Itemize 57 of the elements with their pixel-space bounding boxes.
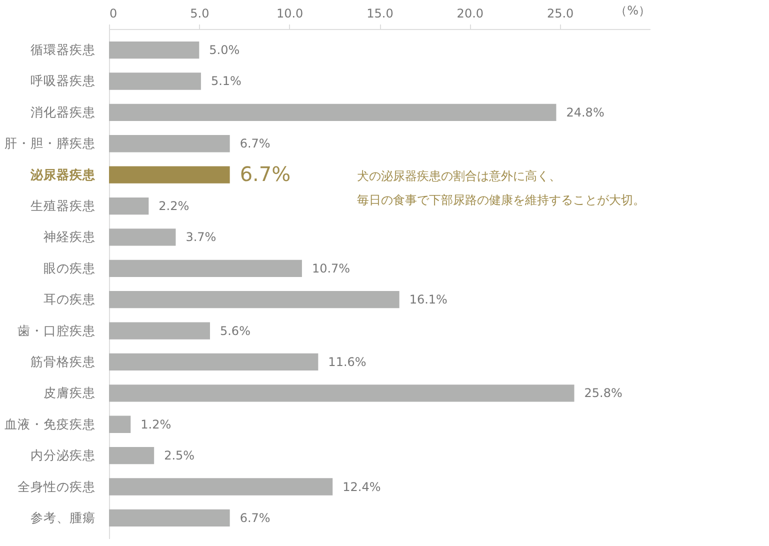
bar [109, 478, 333, 496]
bar [109, 416, 131, 433]
data-label: 3.7% [186, 230, 216, 244]
y-tick-label: 眼の疾患 [44, 260, 96, 276]
y-tick-label: 泌尿器疾患 [30, 166, 96, 182]
bar [109, 509, 230, 527]
y-tick-label: 内分泌疾患 [30, 448, 96, 463]
y-tick-label: 血液・免疫疾患 [4, 416, 96, 432]
annotation: 犬の泌尿器疾患の割合は意外に高く、 [357, 169, 561, 183]
bar [109, 260, 302, 277]
y-tick-label: 参考、腫瘍 [30, 510, 96, 525]
data-label: 24.8% [566, 105, 604, 120]
data-label: 5.1% [210, 74, 242, 88]
data-label: 1.2% [140, 417, 172, 432]
bar [109, 41, 200, 59]
y-tick-label: 肝・胆・膵疾患 [4, 136, 96, 151]
x-tick-label: 15.0 [366, 6, 394, 20]
y-tick-label: 神経疾患 [44, 229, 96, 244]
x-tick-label: 10.0 [276, 6, 304, 20]
bar [109, 228, 176, 246]
data-label: 10.7% [312, 261, 350, 276]
bar [109, 446, 154, 464]
bar [109, 72, 201, 90]
data-label: 2.5% [164, 448, 195, 463]
bar [109, 353, 318, 371]
annotation: 毎日の食事で下部尿路の健康を維持することが大切。 [357, 193, 645, 207]
y-tick-label: 筋骨格疾患 [30, 354, 96, 369]
bar [109, 197, 149, 215]
bar [109, 291, 400, 308]
y-tick-label: 呼吸器疾患 [30, 73, 96, 88]
data-label: 12.4% [342, 480, 381, 494]
bar [109, 384, 574, 402]
x-tick-label: 0 [110, 6, 118, 20]
data-label: 16.1% [409, 292, 448, 307]
y-tick-label: 耳の疾患 [44, 292, 96, 307]
data-label: 5.0% [209, 43, 240, 58]
data-label: 11.6% [328, 354, 366, 369]
x-tick-label: 20.0 [456, 6, 484, 20]
data-label: 5.6% [220, 324, 250, 338]
bar [109, 104, 556, 122]
y-tick-label: 生殖器疾患 [30, 198, 96, 214]
data-label: 6.7% [240, 510, 270, 525]
bar [109, 322, 210, 340]
y-tick-label: 歯・口腔疾患 [18, 322, 96, 338]
data-label: 25.8% [584, 386, 622, 400]
x-tick-label: 5.0 [190, 6, 210, 20]
bar [109, 135, 230, 152]
y-tick-label: 全身性の疾患 [18, 478, 96, 494]
data-label: 6.7% [240, 136, 270, 151]
x-axis-title: （%） [615, 4, 650, 18]
y-tick-label: 皮膚疾患 [44, 385, 96, 400]
data-label: 2.2% [158, 199, 190, 214]
bar [109, 166, 230, 184]
y-tick-label: 消化器疾患 [30, 104, 96, 120]
data-label: 6.7% [240, 162, 291, 186]
x-tick-label: 25.0 [546, 6, 574, 20]
y-tick-label: 循環器疾患 [30, 42, 96, 58]
